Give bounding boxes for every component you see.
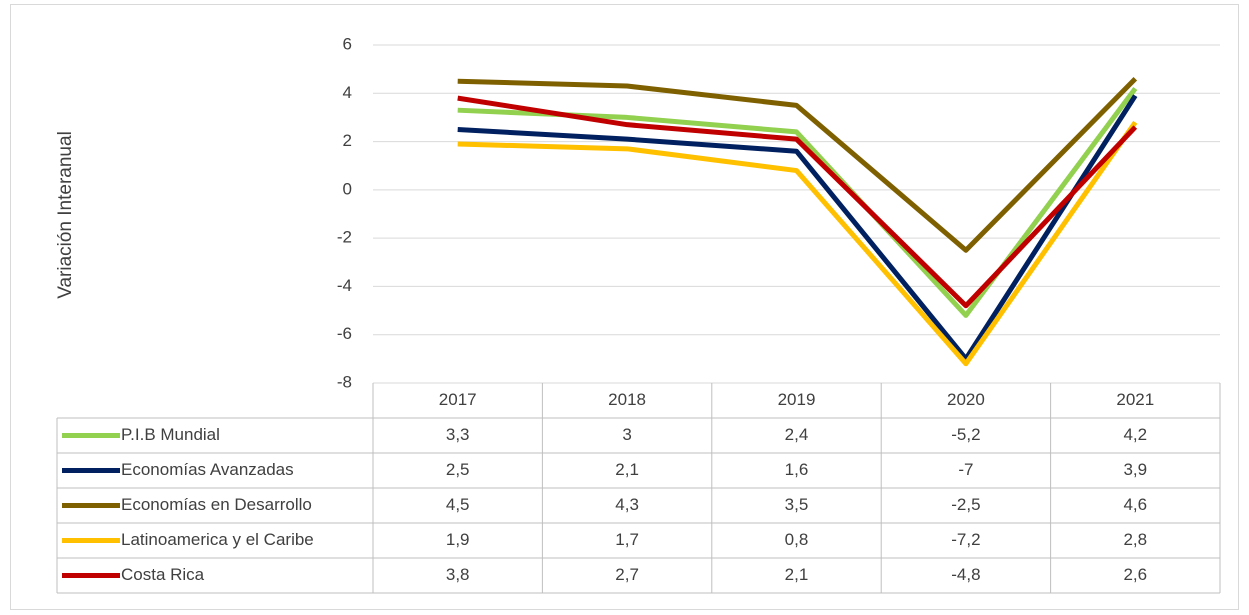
legend-label: Costa Rica xyxy=(121,565,205,584)
table-value: 3,3 xyxy=(446,425,470,444)
table-value: -2,5 xyxy=(951,495,980,514)
table-value: 3,9 xyxy=(1123,460,1147,479)
series-line xyxy=(457,77,1138,253)
legend-label: P.I.B Mundial xyxy=(121,425,220,444)
y-tick-label: 4 xyxy=(343,83,352,102)
y-tick-label: -6 xyxy=(337,324,352,343)
legend-label: Latinoamerica y el Caribe xyxy=(121,530,314,549)
x-tick-label: 2017 xyxy=(439,390,477,409)
y-tick-label: 2 xyxy=(343,131,352,150)
legend-label: Economías en Desarrollo xyxy=(121,495,312,514)
table-value: 2,1 xyxy=(785,565,809,584)
table-value: 4,5 xyxy=(446,495,470,514)
x-tick-label: 2021 xyxy=(1116,390,1154,409)
table-value: 4,2 xyxy=(1123,425,1147,444)
y-tick-label: -8 xyxy=(337,372,352,391)
table-value: -5,2 xyxy=(951,425,980,444)
table-value: -7,2 xyxy=(951,530,980,549)
y-tick-label: 0 xyxy=(343,179,352,198)
table-value: 3,8 xyxy=(446,565,470,584)
y-axis-label: Variación Interanual xyxy=(55,131,76,299)
table-value: 1,7 xyxy=(615,530,639,549)
table-value: 2,5 xyxy=(446,460,470,479)
table-value: 0,8 xyxy=(785,530,809,549)
table-value: 2,7 xyxy=(615,565,639,584)
series-line xyxy=(457,120,1138,367)
table-value: 2,8 xyxy=(1123,530,1147,549)
table-value: -4,8 xyxy=(951,565,980,584)
x-tick-label: 2020 xyxy=(947,390,985,409)
x-tick-label: 2019 xyxy=(778,390,816,409)
table-value: 3 xyxy=(622,425,631,444)
y-tick-label: 6 xyxy=(343,34,352,53)
chart-border xyxy=(10,4,1239,610)
table-value: 2,4 xyxy=(785,425,809,444)
table-value: 4,3 xyxy=(615,495,639,514)
legend-label: Economías Avanzadas xyxy=(121,460,294,479)
table-value: 2,1 xyxy=(615,460,639,479)
y-tick-label: -4 xyxy=(337,276,352,295)
x-tick-label: 2018 xyxy=(608,390,646,409)
table-value: 3,5 xyxy=(785,495,809,514)
table-value: 1,9 xyxy=(446,530,470,549)
table-value: 2,6 xyxy=(1123,565,1147,584)
series-line xyxy=(457,94,1138,362)
y-tick-label: -2 xyxy=(337,228,352,247)
table-value: 4,6 xyxy=(1123,495,1147,514)
series-line xyxy=(457,95,1138,309)
table-value: -7 xyxy=(958,460,973,479)
table-value: 1,6 xyxy=(785,460,809,479)
